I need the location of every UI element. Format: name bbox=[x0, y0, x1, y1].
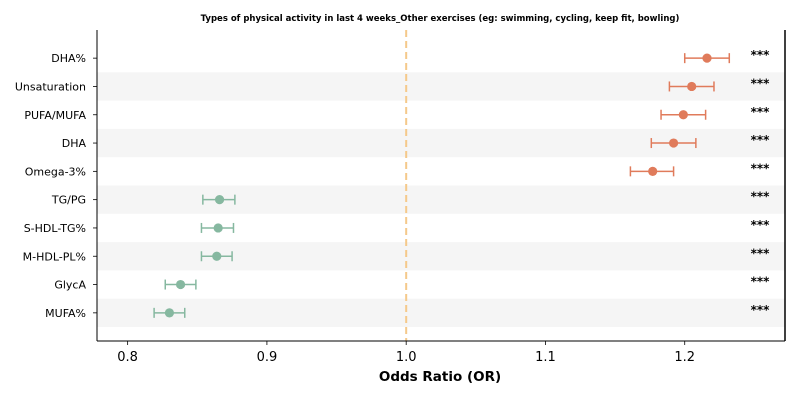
significance-label: *** bbox=[751, 246, 771, 260]
odds-ratio-point bbox=[212, 251, 222, 261]
x-axis: 0.8 0.9 1.0 1.1 1.2 bbox=[117, 341, 695, 365]
row-band bbox=[97, 185, 785, 214]
odds-ratio-point bbox=[648, 166, 658, 176]
x-tick-label: 0.8 bbox=[117, 350, 138, 365]
row-band bbox=[97, 298, 785, 327]
odds-ratio-point bbox=[702, 53, 712, 63]
odds-ratio-point bbox=[213, 223, 223, 233]
significance-label: *** bbox=[751, 218, 771, 232]
significance-label: *** bbox=[751, 48, 771, 62]
significance-label: *** bbox=[751, 275, 771, 289]
y-tick-label: Omega-3% bbox=[25, 165, 86, 178]
odds-ratio-point bbox=[164, 308, 175, 318]
y-tick-labels: DHA% Unsaturation PUFA/MUFA DHA Omega-3% TG/P… bbox=[15, 52, 97, 320]
y-tick-label: GlycA bbox=[54, 279, 86, 292]
significance-label: *** bbox=[751, 161, 771, 175]
chart-title: Types of physical activity in last 4 wee… bbox=[201, 14, 680, 24]
x-tick-label: 1.0 bbox=[396, 350, 417, 365]
y-tick-label: M-HDL-PL% bbox=[23, 250, 86, 263]
y-tick-label: MUFA% bbox=[45, 307, 86, 320]
y-tick-label: Unsaturation bbox=[15, 80, 86, 93]
data-marks: *** *** *** *** *** *** *** *** *** *** bbox=[153, 48, 771, 318]
significance-label: *** bbox=[751, 76, 771, 90]
y-tick-label: TG/PG bbox=[51, 194, 86, 207]
x-tick-label: 0.9 bbox=[257, 350, 278, 365]
odds-ratio-point bbox=[687, 81, 697, 92]
odds-ratio-point bbox=[678, 110, 688, 120]
y-tick-label: DHA bbox=[62, 137, 87, 150]
significance-label: *** bbox=[751, 303, 771, 317]
x-axis-label: Odds Ratio (OR) bbox=[379, 369, 501, 385]
significance-label: *** bbox=[751, 190, 771, 204]
odds-ratio-point bbox=[214, 195, 225, 205]
y-tick-label: S-HDL-TG% bbox=[24, 222, 86, 235]
odds-ratio-point bbox=[668, 138, 679, 148]
row-band bbox=[97, 242, 785, 271]
significance-label: *** bbox=[751, 133, 771, 147]
odds-ratio-point bbox=[175, 279, 186, 290]
significance-label: *** bbox=[751, 105, 771, 119]
y-tick-label: PUFA/MUFA bbox=[24, 109, 86, 122]
axes-frame bbox=[96, 30, 786, 342]
y-tick-label: DHA% bbox=[51, 52, 86, 65]
x-tick-label: 1.2 bbox=[674, 350, 695, 365]
x-tick-label: 1.1 bbox=[535, 350, 556, 365]
